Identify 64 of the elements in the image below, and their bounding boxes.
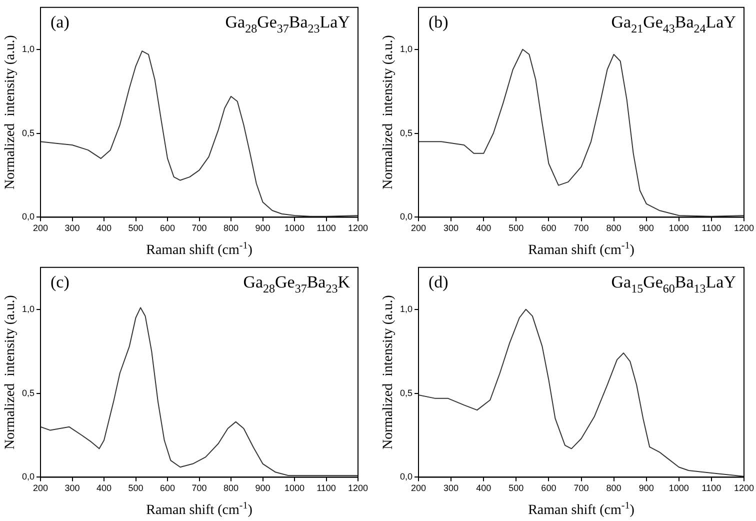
- x-tick-label: 500: [128, 483, 144, 494]
- x-tick-label: 1000: [668, 223, 689, 234]
- x-tick-label: 400: [476, 483, 492, 494]
- x-tick-label: 300: [444, 223, 459, 234]
- x-tick-label: 800: [606, 223, 622, 234]
- x-tick-label: 400: [96, 223, 112, 234]
- x-tick-label: 500: [508, 483, 524, 494]
- x-tick-label: 1100: [316, 483, 336, 494]
- x-tick-label: 400: [476, 223, 492, 234]
- x-tick-label: 800: [606, 483, 622, 494]
- x-tick-label: 1200: [734, 223, 754, 234]
- x-tick-label: 200: [32, 483, 48, 494]
- x-tick-label: 600: [541, 223, 556, 234]
- x-tick-label: 600: [160, 223, 176, 234]
- x-tick-label: 1200: [348, 223, 368, 234]
- x-tick-label: 300: [64, 483, 80, 494]
- x-tick-label: 900: [638, 223, 654, 234]
- y-tick-label: 1,0: [400, 304, 413, 314]
- y-axis-title: Normalized intensity (a.u.): [3, 294, 18, 450]
- y-tick-label: 1,0: [22, 44, 35, 54]
- x-tick-label: 800: [223, 223, 239, 234]
- x-tick-label: 900: [255, 223, 270, 234]
- x-tick-label: 1000: [668, 483, 689, 494]
- y-tick-label: 1,0: [22, 304, 35, 314]
- x-tick-label: 1200: [734, 483, 754, 494]
- y-tick-label: 0,0: [22, 212, 35, 222]
- x-tick-label: 1100: [702, 483, 722, 494]
- x-tick-label: 500: [128, 223, 144, 234]
- x-tick-label: 1100: [702, 223, 722, 234]
- x-tick-label: 1000: [284, 483, 305, 494]
- y-tick-label: 0,0: [400, 212, 413, 222]
- x-tick-label: 200: [410, 223, 426, 234]
- x-tick-label: 1000: [284, 223, 305, 234]
- x-tick-label: 700: [574, 223, 589, 234]
- annotation: (a): [50, 12, 70, 32]
- x-tick-label: 600: [541, 483, 556, 494]
- y-tick-label: 0,5: [22, 128, 35, 138]
- x-tick-label: 700: [192, 483, 207, 494]
- x-tick-label: 800: [223, 483, 239, 494]
- x-tick-label: 400: [96, 483, 112, 494]
- x-tick-label: 300: [64, 223, 80, 234]
- x-tick-label: 1100: [316, 223, 336, 234]
- x-tick-label: 200: [410, 483, 426, 494]
- x-tick-label: 900: [638, 483, 654, 494]
- y-axis-title: Normalized intensity (a.u.): [3, 34, 18, 190]
- y-axis-title: Normalized intensity (a.u.): [381, 294, 396, 450]
- y-tick-label: 0,5: [400, 388, 413, 398]
- y-tick-label: 0,5: [22, 388, 35, 398]
- x-tick-label: 900: [255, 483, 270, 494]
- annotation: (d): [428, 272, 448, 292]
- x-tick-label: 700: [192, 223, 207, 234]
- annotation: (c): [50, 272, 70, 292]
- y-tick-label: 1,0: [400, 44, 413, 54]
- x-tick-label: 300: [444, 483, 459, 494]
- x-tick-label: 600: [160, 483, 176, 494]
- x-tick-label: 500: [508, 223, 524, 234]
- y-axis-title: Normalized intensity (a.u.): [381, 34, 396, 190]
- x-tick-label: 200: [32, 223, 48, 234]
- y-tick-label: 0,5: [400, 128, 413, 138]
- y-tick-label: 0,0: [400, 472, 413, 482]
- x-tick-label: 700: [574, 483, 589, 494]
- annotation: (b): [428, 12, 448, 32]
- y-tick-label: 0,0: [22, 472, 35, 482]
- x-tick-label: 1200: [348, 483, 368, 494]
